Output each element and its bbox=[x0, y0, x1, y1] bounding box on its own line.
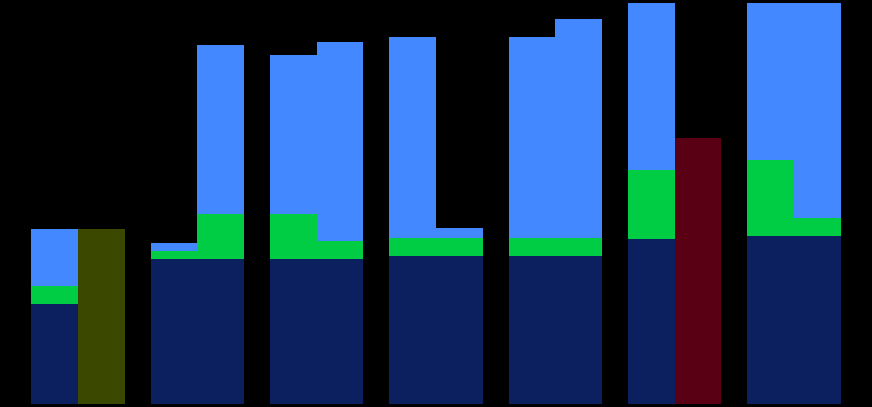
Bar bbox=[794, 236, 841, 404]
Bar bbox=[151, 259, 197, 404]
Bar bbox=[270, 55, 317, 214]
Bar bbox=[389, 37, 436, 238]
Bar bbox=[628, 239, 675, 404]
Bar bbox=[31, 304, 78, 404]
Bar bbox=[555, 19, 602, 238]
Bar bbox=[555, 238, 602, 256]
Bar bbox=[675, 138, 721, 404]
Bar bbox=[151, 251, 197, 259]
Bar bbox=[508, 256, 555, 404]
Bar bbox=[31, 286, 78, 304]
Bar bbox=[317, 241, 364, 259]
Bar bbox=[78, 229, 125, 404]
Bar bbox=[628, 0, 675, 171]
Bar bbox=[197, 45, 244, 214]
Bar bbox=[508, 37, 555, 238]
Bar bbox=[747, 160, 794, 236]
Bar bbox=[270, 259, 317, 404]
Bar bbox=[197, 214, 244, 259]
Bar bbox=[389, 256, 436, 404]
Bar bbox=[436, 228, 483, 238]
Bar bbox=[555, 256, 602, 404]
Bar bbox=[317, 42, 364, 241]
Bar bbox=[436, 256, 483, 404]
Bar bbox=[317, 259, 364, 404]
Bar bbox=[794, 0, 841, 218]
Bar bbox=[151, 243, 197, 251]
Bar bbox=[794, 218, 841, 236]
Bar bbox=[197, 259, 244, 404]
Bar bbox=[747, 236, 794, 404]
Bar bbox=[628, 171, 675, 239]
Bar bbox=[436, 238, 483, 256]
Bar bbox=[508, 238, 555, 256]
Bar bbox=[389, 238, 436, 256]
Bar bbox=[747, 0, 794, 160]
Bar bbox=[31, 229, 78, 286]
Bar bbox=[270, 214, 317, 259]
